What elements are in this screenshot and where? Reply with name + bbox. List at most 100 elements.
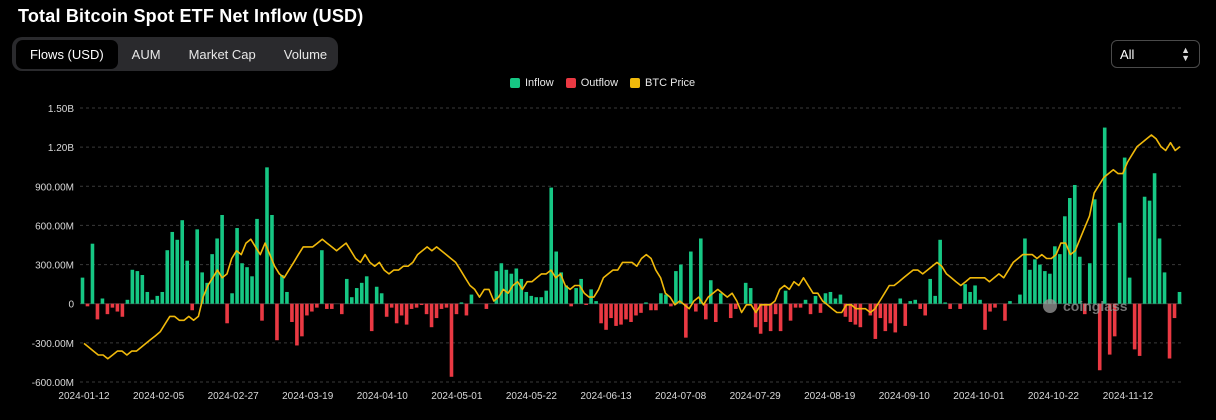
legend-label-inflow: Inflow — [525, 77, 554, 89]
outflow-bar — [599, 303, 603, 324]
inflow-bar — [469, 294, 474, 304]
outflow-bar — [260, 303, 264, 321]
inflow-bar — [664, 294, 668, 304]
outflow-bar — [439, 303, 444, 309]
outflow-bar — [888, 303, 893, 324]
outflow-bar — [654, 303, 658, 311]
outflow-bar — [669, 303, 673, 307]
inflow-bar — [1157, 238, 1162, 304]
outflow-bar — [464, 303, 469, 316]
inflow-bar — [534, 297, 539, 304]
inflow-swatch — [510, 78, 520, 88]
inflow-bar — [1092, 199, 1097, 304]
inflow-bar — [1063, 216, 1067, 304]
inflow-bar — [748, 288, 753, 304]
outflow-bar — [325, 303, 329, 309]
outflow-bar — [758, 303, 763, 334]
inflow-bar — [150, 299, 155, 304]
legend-item-inflow[interactable]: Inflow — [510, 77, 554, 89]
outflow-bar — [983, 303, 987, 330]
inflow-bar — [978, 299, 982, 304]
inflow-bar — [499, 263, 504, 304]
inflow-bar — [699, 238, 703, 304]
tab-aum[interactable]: AUM — [131, 46, 161, 62]
tab-flows-usd[interactable]: Flows (USD) — [16, 39, 118, 69]
btc-price-line — [83, 134, 1181, 360]
y-tick-label: -600.00M — [32, 378, 74, 389]
outflow-bar — [1003, 303, 1007, 321]
outflow-bar — [634, 303, 638, 316]
tab-volume[interactable]: Volume — [283, 46, 328, 62]
y-tick-label: 1.50B — [48, 104, 74, 115]
outflow-bar — [85, 303, 90, 307]
watermark: coinglass — [1063, 298, 1128, 314]
inflow-bar — [963, 284, 967, 304]
inflow-bar — [374, 286, 379, 304]
inflow-bar — [240, 263, 244, 304]
inflow-bar — [898, 298, 903, 304]
outflow-bar — [290, 303, 294, 322]
outflow-bar — [569, 303, 573, 307]
inflow-bar — [1048, 273, 1052, 304]
inflow-bar — [594, 301, 598, 304]
inflow-bar — [359, 282, 364, 304]
inflow-bar — [1058, 254, 1062, 304]
inflow-bar — [155, 295, 160, 304]
outflow-bar — [1107, 303, 1112, 355]
outflow-bar — [788, 303, 793, 321]
outflow-bar — [384, 303, 389, 317]
x-tick-label: 2024-08-19 — [804, 391, 856, 402]
inflow-bar — [823, 293, 828, 304]
metric-tabs: Flows (USD) AUM Market Cap Volume — [12, 37, 338, 71]
outflow-bar — [429, 303, 434, 328]
x-tick-label: 2024-02-27 — [208, 391, 260, 402]
outflow-bar — [818, 303, 823, 313]
legend-item-outflow[interactable]: Outflow — [565, 77, 619, 89]
inflow-bar — [549, 187, 554, 304]
outflow-bar — [1082, 303, 1087, 315]
outflow-bar — [753, 303, 758, 328]
inflow-bar — [544, 290, 549, 304]
inflow-bar — [574, 288, 578, 304]
legend-item-btc-price[interactable]: BTC Price — [630, 77, 695, 89]
outflow-bar — [629, 303, 633, 322]
inflow-bar — [708, 280, 713, 304]
legend-label-outflow: Outflow — [580, 77, 619, 89]
outflow-bar — [684, 303, 688, 338]
outflow-bar — [948, 303, 952, 309]
outflow-bar — [614, 303, 618, 326]
outflow-bar — [649, 303, 653, 311]
outflow-bar — [399, 303, 404, 316]
outflow-bar — [923, 303, 927, 316]
inflow-bar — [1033, 259, 1037, 304]
outflow-bar — [225, 303, 229, 324]
outflow-bar — [619, 303, 623, 325]
x-tick-label: 2024-09-10 — [879, 391, 931, 402]
y-tick-label: 900.00M — [35, 182, 74, 193]
outflow-bar — [584, 303, 588, 306]
inflow-bar — [459, 302, 464, 304]
inflow-bar — [1152, 173, 1157, 304]
inflow-bar — [180, 220, 185, 304]
inflow-bar — [280, 275, 284, 304]
inflow-bar — [175, 239, 180, 304]
inflow-bar — [1117, 222, 1122, 304]
range-select[interactable]: All ▲ ▼ — [1111, 40, 1200, 68]
outflow-bar — [305, 303, 309, 316]
outflow-bar — [424, 303, 429, 315]
outflow-bar — [958, 303, 962, 309]
x-tick-label: 2024-07-29 — [730, 391, 782, 402]
inflow-bar — [743, 282, 748, 304]
x-tick-label: 2024-02-05 — [133, 391, 185, 402]
outflow-bar — [878, 303, 883, 319]
outflow-bar — [120, 303, 125, 317]
outflow-bar — [339, 303, 344, 315]
outflow-bar — [190, 303, 194, 311]
legend-label-btc-price: BTC Price — [645, 77, 696, 89]
outflow-bar — [1112, 303, 1117, 337]
outflow-bar — [1137, 303, 1142, 356]
outflow-bar — [409, 303, 414, 309]
x-tick-label: 2024-01-12 — [58, 391, 110, 402]
outflow-bar — [295, 303, 299, 346]
tab-market-cap[interactable]: Market Cap — [188, 46, 256, 62]
